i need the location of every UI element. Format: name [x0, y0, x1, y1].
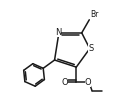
Text: O: O — [61, 78, 68, 87]
Text: Br: Br — [90, 10, 99, 19]
Text: S: S — [88, 44, 93, 53]
Text: N: N — [55, 28, 61, 37]
Text: O: O — [85, 78, 91, 87]
